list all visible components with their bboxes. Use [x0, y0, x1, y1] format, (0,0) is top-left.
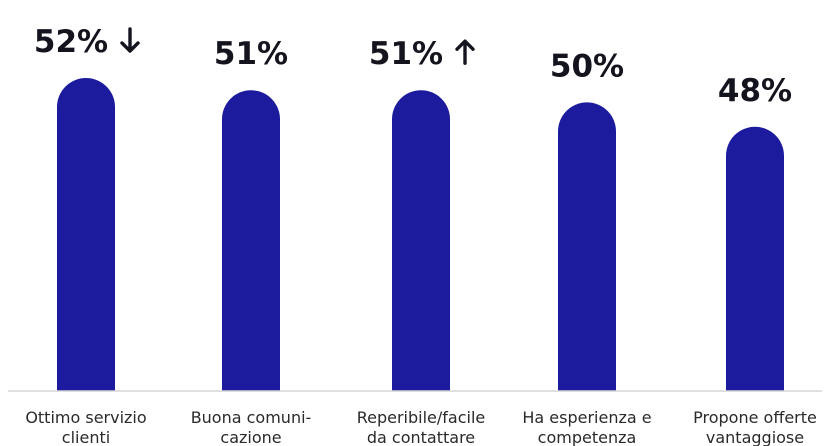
value-labels-group: 52% 51% 51% 50% 48% — [34, 24, 792, 109]
category-label-2-line-1: Buona comuni- — [191, 408, 312, 427]
category-label-1-line-1: Ottimo servizio — [25, 408, 146, 427]
bar-2 — [222, 90, 280, 391]
category-label-5-line-1: Propone offerte — [693, 408, 817, 427]
category-label-4-line-1: Ha esperienza e — [522, 408, 651, 427]
category-label-5-line-2: vantaggiose — [706, 428, 804, 446]
category-label-3-line-2: da contattare — [367, 428, 475, 446]
arrow-down-icon — [120, 27, 140, 53]
category-label-2-line-2: cazione — [220, 428, 281, 446]
value-label-5: 48% — [718, 73, 792, 109]
bar-5 — [726, 126, 784, 391]
category-label-3-line-1: Reperibile/facile — [357, 408, 486, 427]
arrow-up-icon — [455, 39, 475, 65]
category-label-4-line-2: competenza — [538, 428, 637, 446]
bar-4 — [558, 102, 616, 392]
value-label-2: 51% — [214, 36, 288, 72]
bar-1 — [57, 78, 115, 391]
value-label-3: 51% — [369, 36, 443, 72]
value-label-4: 50% — [550, 48, 624, 84]
bars-group — [57, 78, 784, 392]
value-label-1: 52% — [34, 24, 108, 60]
category-label-1-line-2: clienti — [62, 428, 110, 446]
bar-3 — [392, 90, 450, 391]
